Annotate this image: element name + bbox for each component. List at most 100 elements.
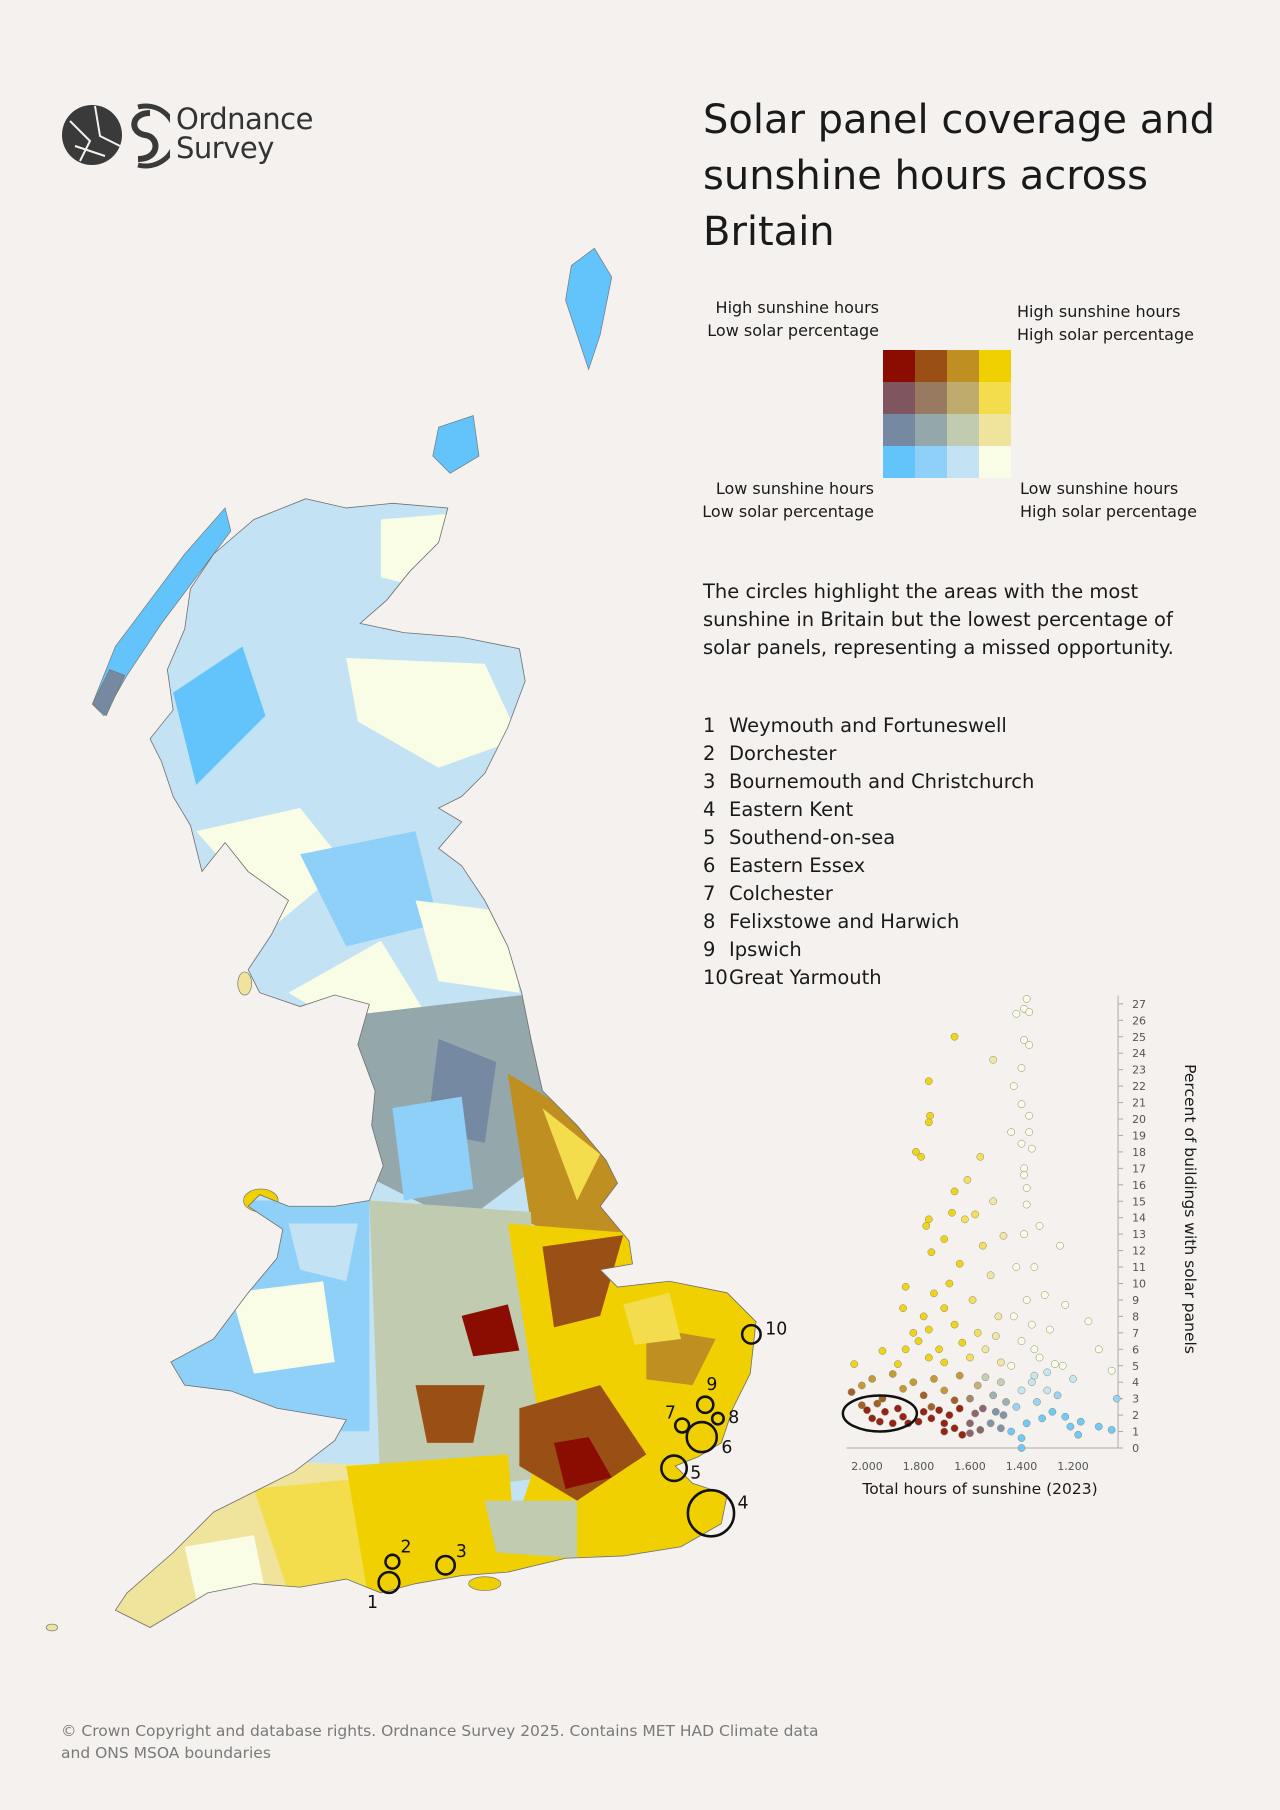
area-circle-4[interactable]	[686, 1488, 736, 1538]
scatter-point	[1027, 1320, 1036, 1329]
scatter-point	[1020, 1036, 1028, 1044]
scatter-point	[1017, 1139, 1026, 1148]
y-tick-label: 23	[1132, 1064, 1146, 1077]
scatter-point	[966, 1429, 974, 1438]
scatter-point	[1035, 1353, 1044, 1362]
outer-hebrides-south	[91, 669, 126, 717]
scatter-point	[1069, 1375, 1077, 1383]
scatter-point	[994, 1312, 1003, 1321]
scatter-point	[850, 1360, 858, 1368]
scatter-point	[901, 1282, 910, 1291]
area-label-7: 7	[665, 1404, 676, 1424]
area-circle-5[interactable]	[660, 1454, 689, 1483]
scatter-point	[863, 1406, 871, 1415]
scatter-point	[950, 1424, 959, 1433]
orkney	[432, 415, 480, 474]
place-name: Colchester	[729, 882, 833, 905]
scatter-point	[1074, 1430, 1082, 1439]
legend-cell	[883, 446, 915, 478]
scatter-point	[1007, 1427, 1016, 1436]
x-axis-label: Total hours of sunshine (2023)	[862, 1480, 1098, 1498]
scatter-point	[1020, 1230, 1028, 1238]
scatter-point	[1030, 1371, 1039, 1380]
scatter-point	[888, 1419, 897, 1428]
scatter-point	[868, 1414, 877, 1423]
scatter-point	[924, 1215, 933, 1224]
legend-cell	[947, 446, 979, 478]
scatter-point	[919, 1391, 928, 1400]
scatter-point	[919, 1407, 928, 1416]
scatter-point	[919, 1312, 928, 1321]
scatter-point	[1076, 1417, 1085, 1426]
area-circle-2[interactable]	[384, 1553, 401, 1570]
y-tick-label: 12	[1132, 1245, 1146, 1258]
scatter-point	[1017, 1064, 1026, 1072]
scatter-point	[986, 1271, 995, 1280]
area-label-4: 4	[738, 1494, 749, 1514]
scatter-point	[971, 1210, 979, 1219]
scatter-point	[1061, 1412, 1070, 1421]
area-circle-9[interactable]	[695, 1395, 715, 1415]
scatter-point	[968, 1296, 977, 1304]
area-label-1: 1	[367, 1593, 378, 1613]
scatter-point	[1017, 1386, 1026, 1395]
highlight-circles: 1 2 3 4 5 6 7 8 9 10	[367, 1319, 787, 1613]
place-list-item: 6 Eastern Essex	[703, 852, 1034, 880]
scatter-point	[858, 1401, 866, 1410]
scatter-point	[958, 1430, 967, 1439]
y-tick-label: 25	[1132, 1031, 1146, 1044]
scatter-point	[1020, 1171, 1028, 1179]
description-text: The circles highlight the areas with the…	[703, 580, 1174, 659]
legend-cell	[915, 414, 947, 446]
place-name: Felixstowe and Harwich	[729, 910, 960, 933]
scatter-point	[1017, 1100, 1026, 1109]
scatter-point	[940, 1386, 949, 1395]
scatter-point	[976, 1426, 985, 1434]
scatter-point	[873, 1399, 882, 1408]
area-label-5: 5	[690, 1464, 701, 1484]
area-circle-6[interactable]	[685, 1420, 719, 1454]
scatter-point	[1107, 1426, 1116, 1434]
scatter-point	[1012, 1009, 1021, 1018]
scatter-point	[899, 1304, 907, 1313]
legend-cell	[979, 382, 1011, 414]
y-tick-label: 15	[1132, 1195, 1146, 1208]
x-tick-label: 1,200	[1057, 1460, 1089, 1470]
scatter-point	[1017, 1337, 1026, 1345]
shetland	[565, 247, 613, 371]
legend-text: Low solar percentage	[702, 502, 874, 521]
area-circle-3[interactable]	[435, 1554, 457, 1576]
ordnance-survey-logo: Ordnance Survey	[60, 101, 320, 171]
outer-hebrides	[91, 507, 232, 717]
scatter-point	[1025, 1041, 1034, 1049]
y-tick-label: 7	[1132, 1327, 1139, 1340]
scatter-point	[981, 1373, 990, 1382]
place-number: 6	[703, 854, 716, 877]
scatter-point	[955, 1371, 964, 1380]
scatter-point	[894, 1360, 902, 1368]
area-circle-10[interactable]	[740, 1323, 762, 1345]
scatter-point	[991, 1332, 1000, 1340]
place-name: Great Yarmouth	[729, 966, 882, 989]
legend-text: Low solar percentage	[707, 321, 879, 340]
scatter-point	[1025, 1111, 1034, 1120]
area-circle-1[interactable]	[377, 1570, 401, 1595]
place-number: 10	[703, 966, 728, 989]
scatter-point	[1030, 1263, 1039, 1271]
scatter-point	[950, 1032, 959, 1041]
y-tick-label: 17	[1132, 1162, 1146, 1175]
area-circle-7[interactable]	[673, 1417, 691, 1434]
scatter-point	[1084, 1317, 1093, 1326]
scatter-point	[1027, 1144, 1036, 1153]
area-circle-8[interactable]	[710, 1411, 725, 1426]
legend-text: Low sunshine hours	[1020, 479, 1179, 498]
y-tick-label: 10	[1132, 1278, 1146, 1291]
scatter-point	[991, 1407, 1000, 1416]
scatter-point	[1048, 1407, 1057, 1416]
scatter-point	[927, 1414, 936, 1423]
scatter-point	[976, 1152, 985, 1161]
scatter-point	[909, 1378, 918, 1387]
scatter-point	[989, 1055, 998, 1064]
scatter-point	[1061, 1301, 1070, 1309]
area-label-2: 2	[401, 1538, 412, 1558]
